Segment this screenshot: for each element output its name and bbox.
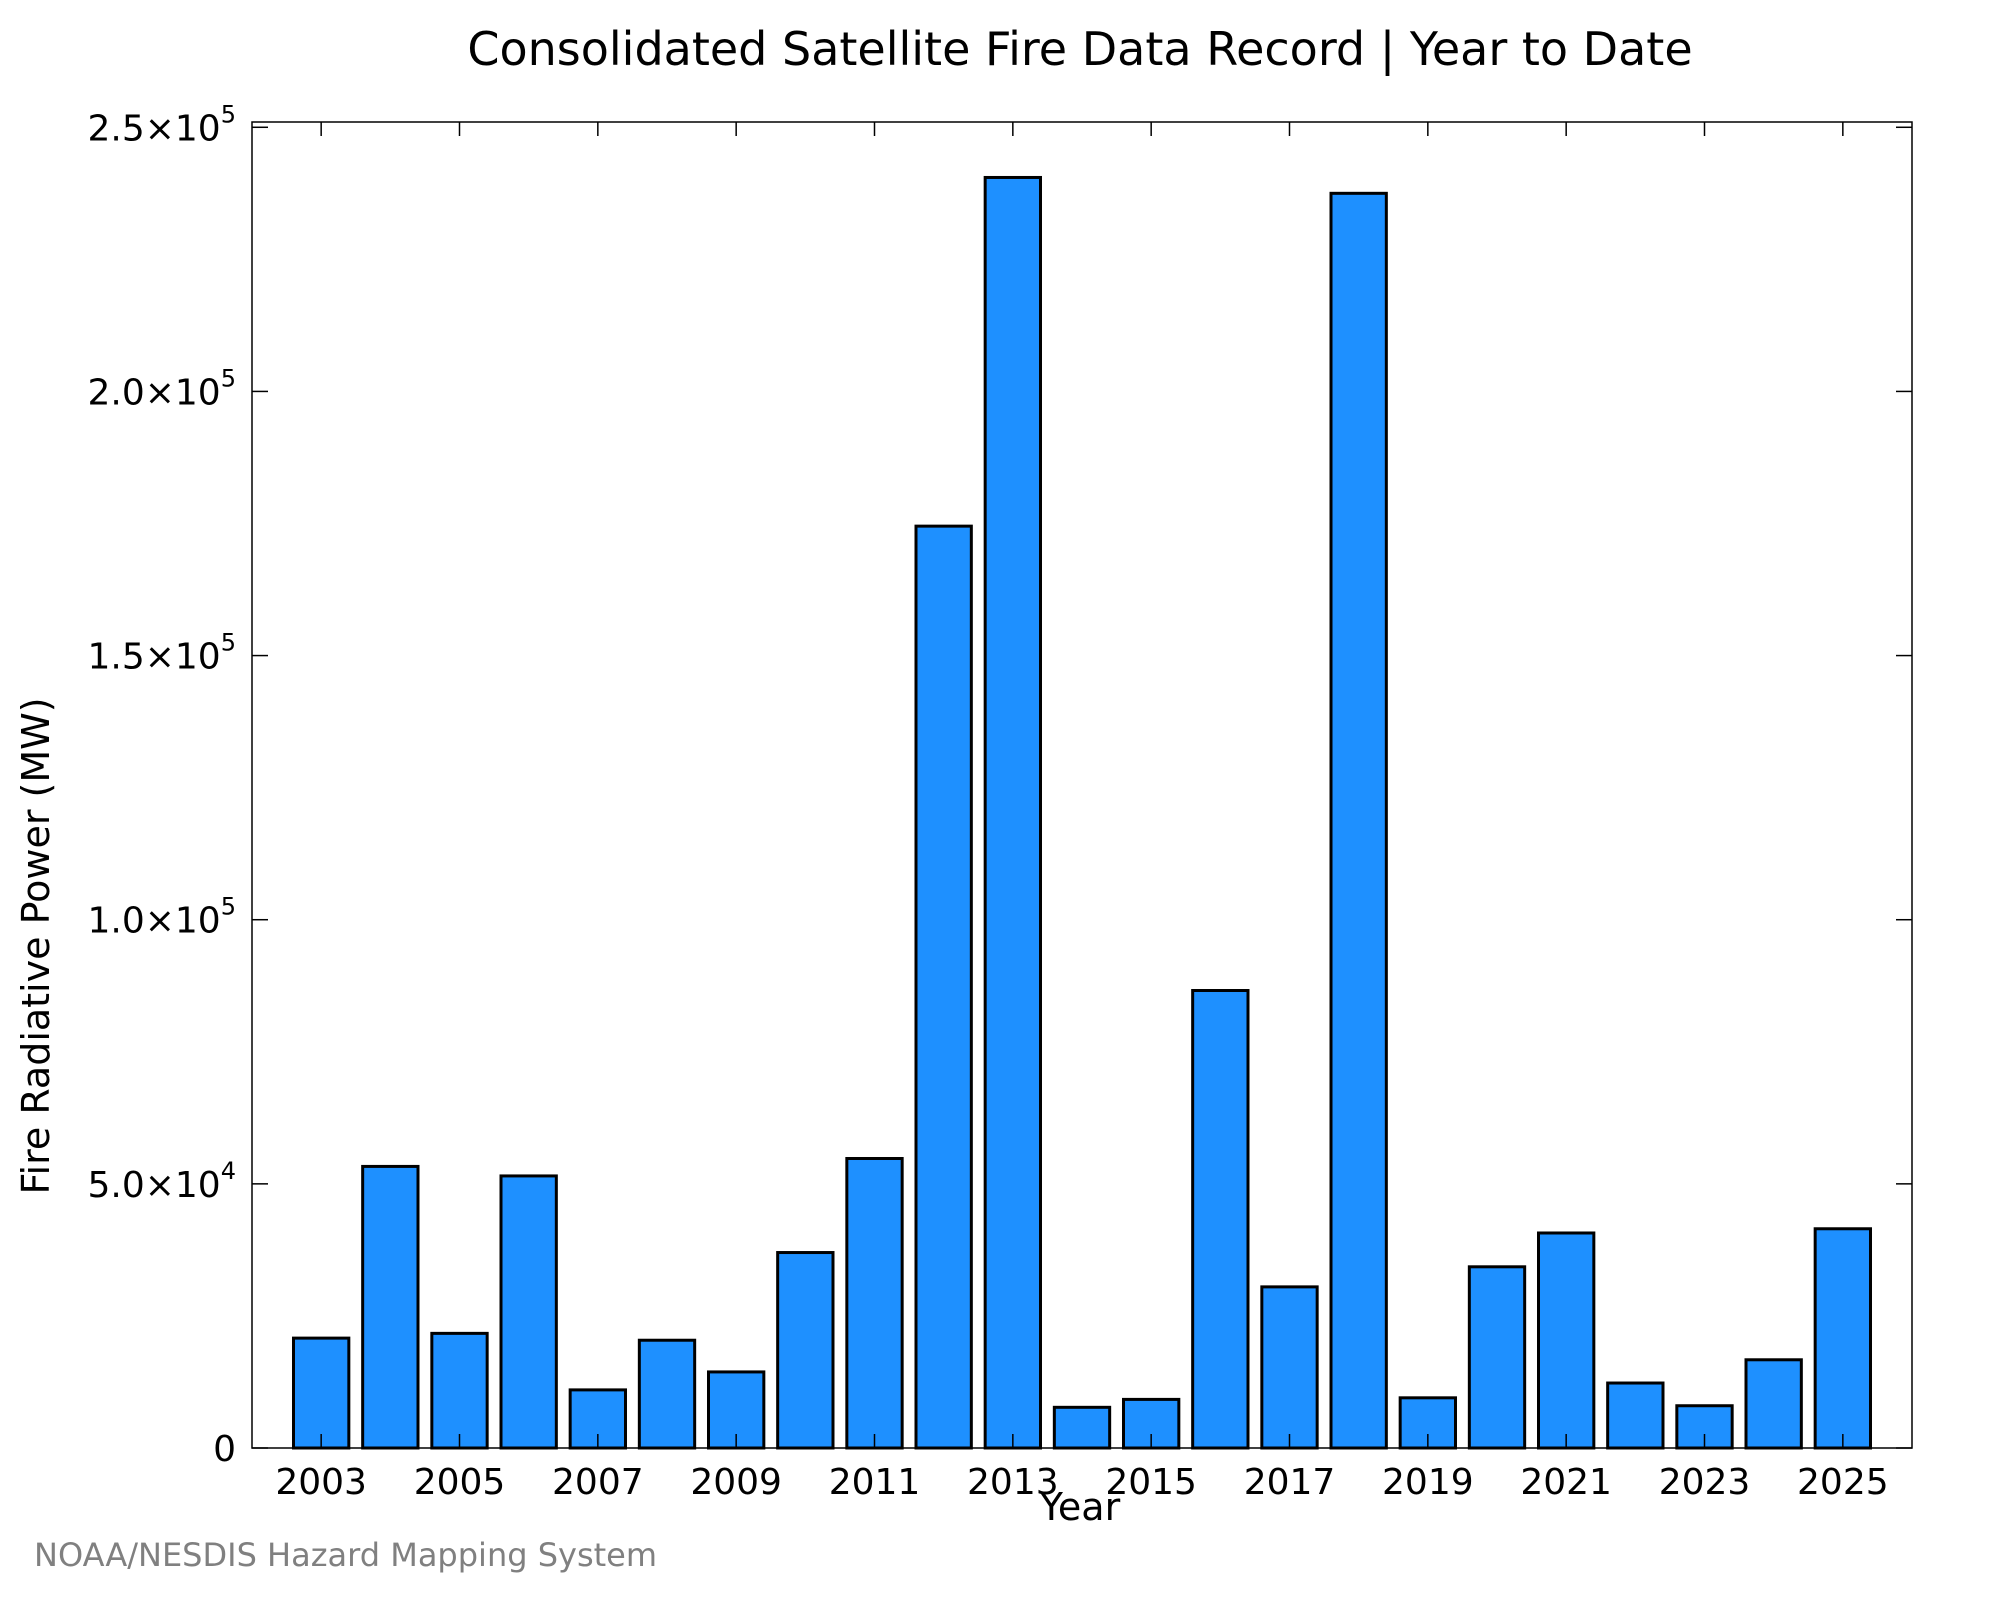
bar-2004 bbox=[361, 1164, 420, 1450]
y-tick-label: 5.0×104 bbox=[87, 1157, 236, 1206]
x-tick-label: 2019 bbox=[1382, 1462, 1474, 1503]
bar-2012 bbox=[914, 524, 973, 1450]
bar-2018 bbox=[1329, 191, 1388, 1450]
bar-2013 bbox=[983, 175, 1043, 1450]
bar-2020 bbox=[1467, 1265, 1527, 1450]
plot-frame bbox=[251, 121, 1913, 1449]
x-tick-label: 2003 bbox=[275, 1462, 367, 1503]
x-tick-label: 2007 bbox=[552, 1462, 644, 1503]
bar-2016 bbox=[1191, 989, 1250, 1450]
y-tick-label: 0 bbox=[213, 1429, 236, 1470]
bar-2017 bbox=[1260, 1285, 1319, 1450]
bar-2005 bbox=[430, 1331, 489, 1450]
y-tick-label: 2.0×105 bbox=[87, 364, 236, 413]
bar-2006 bbox=[499, 1174, 558, 1450]
bar-2008 bbox=[637, 1338, 697, 1450]
x-tick-label: 2023 bbox=[1659, 1462, 1751, 1503]
chart-title: Consolidated Satellite Fire Data Record … bbox=[467, 22, 1693, 76]
x-tick-label: 2009 bbox=[690, 1462, 782, 1503]
x-tick-label: 2015 bbox=[1105, 1462, 1197, 1503]
x-tick-label: 2025 bbox=[1797, 1462, 1889, 1503]
y-tick-label: 1.5×105 bbox=[87, 629, 236, 678]
bar-2011 bbox=[845, 1156, 904, 1450]
x-tick-label: 2005 bbox=[414, 1462, 506, 1503]
bar-2003 bbox=[292, 1336, 351, 1450]
x-axis-label: Year bbox=[1039, 1485, 1121, 1529]
x-tick-label: 2017 bbox=[1244, 1462, 1336, 1503]
bar-2024 bbox=[1744, 1358, 1803, 1450]
bar-2014 bbox=[1052, 1405, 1112, 1450]
x-tick-label: 2021 bbox=[1520, 1462, 1612, 1503]
source-credit: NOAA/NESDIS Hazard Mapping System bbox=[34, 1536, 658, 1574]
y-axis-label: Fire Radiative Power (MW) bbox=[14, 697, 58, 1195]
x-tick-label: 2013 bbox=[967, 1462, 1059, 1503]
bar-2010 bbox=[776, 1251, 835, 1450]
x-tick-label: 2011 bbox=[829, 1462, 921, 1503]
y-tick-label: 2.5×105 bbox=[87, 100, 236, 149]
bar-2025 bbox=[1813, 1227, 1872, 1450]
y-tick-label: 1.0×105 bbox=[87, 893, 236, 942]
bar-2022 bbox=[1606, 1381, 1665, 1450]
bar-2021 bbox=[1537, 1231, 1596, 1450]
